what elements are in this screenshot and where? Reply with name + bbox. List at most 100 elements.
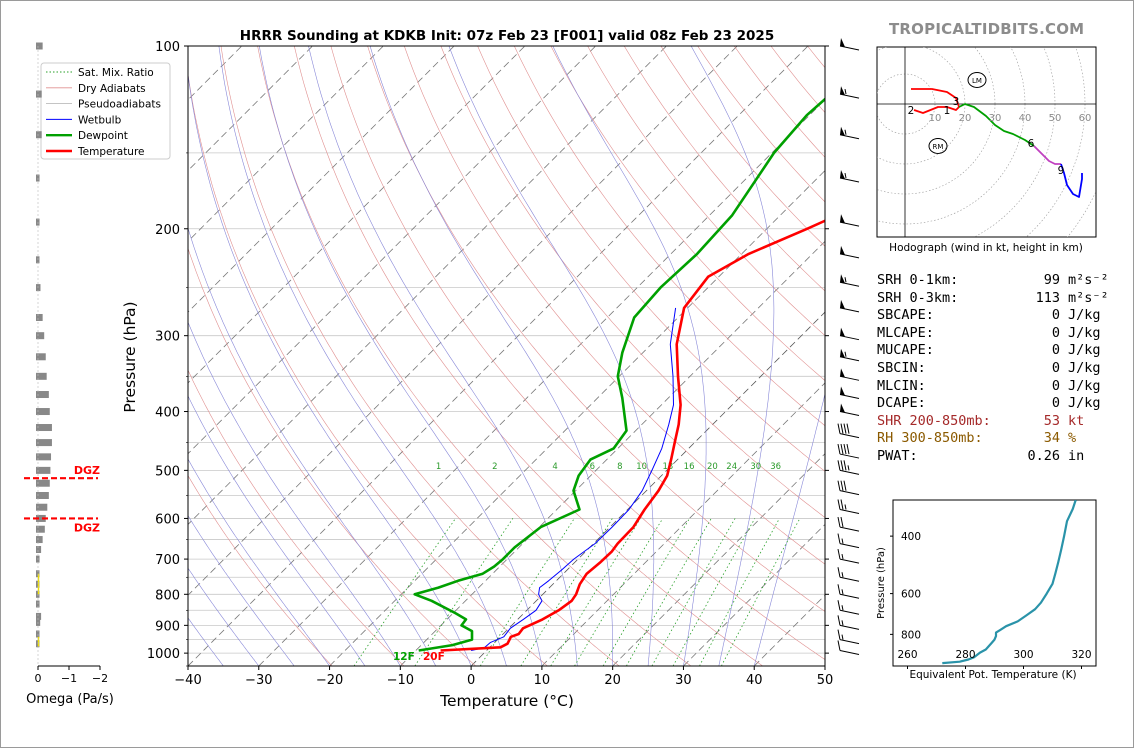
wind-barb bbox=[837, 548, 860, 564]
omega-ticks: 0 −1 −2 bbox=[35, 666, 108, 685]
wind-barb-staff bbox=[839, 639, 860, 645]
wind-barb-staff bbox=[839, 134, 860, 140]
wind-barb-flag bbox=[840, 423, 844, 434]
legend-box bbox=[40, 62, 171, 160]
dgz-label: DGZ bbox=[74, 521, 100, 534]
hodograph-caption: Hodograph (wind in kt, height in km) bbox=[889, 242, 1083, 254]
wind-barb-pennant bbox=[840, 368, 845, 378]
wind-barb-pennant bbox=[840, 348, 845, 358]
dry-adiabat bbox=[477, 46, 825, 472]
hodograph-height-label: 6 bbox=[1028, 138, 1035, 150]
wind-barb-flag bbox=[843, 443, 847, 455]
storm-motion-label: RM bbox=[933, 143, 944, 151]
pseudoadiabat bbox=[188, 515, 295, 666]
dry-adiabat bbox=[440, 46, 825, 518]
isotherm-line bbox=[188, 46, 738, 596]
stat-unit: kt bbox=[1068, 412, 1085, 429]
x-tick-label: −40 bbox=[174, 673, 201, 688]
y-tick-label: 1000 bbox=[147, 647, 180, 662]
hodograph-height-label: 1 bbox=[944, 105, 951, 117]
wind-barb-staff bbox=[839, 490, 860, 496]
dry-adiabat bbox=[367, 46, 825, 612]
wind-barb-flag bbox=[840, 460, 844, 471]
stat-row: SHR 200-850mb: 53 kt bbox=[877, 413, 1109, 431]
y-tick-label: 100 bbox=[155, 40, 180, 55]
stat-label: SHR 200-850mb: bbox=[877, 412, 991, 429]
dgz-markers: DGZ DGZ bbox=[24, 464, 100, 534]
x-tick-label: −20 bbox=[316, 673, 343, 688]
omega-bar bbox=[36, 408, 50, 416]
wind-barb-half bbox=[847, 465, 850, 471]
mixing-ratio-line bbox=[651, 518, 736, 666]
theta-e-x-tick-label: 260 bbox=[897, 649, 917, 661]
wind-barb-flag bbox=[843, 480, 847, 491]
stat-unit: m²s⁻² bbox=[1068, 272, 1109, 288]
omega-bar bbox=[36, 492, 49, 500]
wind-barb-staff bbox=[839, 509, 860, 514]
stat-value: 0.26 bbox=[1027, 447, 1060, 464]
pseudoadiabat bbox=[188, 395, 366, 666]
pseudoadiabat bbox=[690, 46, 775, 666]
wind-barb-flag bbox=[837, 600, 841, 611]
mixing-ratio-line bbox=[520, 518, 613, 666]
dry-adiabat bbox=[188, 72, 548, 666]
wind-barb-flag bbox=[843, 423, 847, 434]
hodograph-ring-label: 10 bbox=[929, 113, 942, 124]
hodograph-segment bbox=[958, 103, 1035, 147]
storm-motion-marker bbox=[967, 72, 987, 88]
wind-barb-staff bbox=[839, 453, 860, 459]
wind-barb-flag bbox=[837, 548, 841, 560]
isotherm-line bbox=[470, 311, 825, 666]
surface-temperature-label: 20F bbox=[423, 651, 445, 663]
mixing-ratio-line bbox=[626, 518, 712, 666]
stat-value: 0 bbox=[1051, 307, 1060, 324]
mixing-ratio-line bbox=[721, 518, 801, 666]
wind-barb-half bbox=[844, 504, 847, 510]
stat-row: SBCAPE: 0 J/kg bbox=[877, 307, 1109, 325]
skew-t-axes-frame bbox=[187, 45, 826, 667]
theta-e-y-tick-label: 800 bbox=[901, 629, 921, 641]
omega-bar bbox=[36, 545, 42, 553]
skew-t-series bbox=[413, 97, 825, 652]
wind-barb-flag bbox=[837, 460, 841, 471]
wind-barb-staff bbox=[839, 593, 860, 599]
wind-barb bbox=[837, 640, 860, 655]
stat-label: RH 300-850mb: bbox=[877, 430, 983, 447]
wind-barb bbox=[839, 386, 860, 400]
wind-barb bbox=[837, 629, 860, 645]
y-tick-label: 700 bbox=[155, 553, 180, 568]
omega-tick-label: −1 bbox=[61, 672, 77, 685]
x-tick-label: 10 bbox=[534, 673, 551, 688]
hodograph-height-label: 9 bbox=[1058, 165, 1065, 177]
isotherm-line bbox=[612, 453, 825, 666]
stat-value: 113 bbox=[1035, 289, 1060, 306]
wind-barb-flag bbox=[837, 499, 841, 510]
mixing-ratio-label: 8 bbox=[617, 462, 622, 472]
wind-barb-pennant bbox=[840, 299, 845, 309]
theta-e-x-tick-label: 280 bbox=[955, 649, 975, 661]
pseudoadiabat bbox=[259, 46, 543, 666]
mixing-ratio-label: 2 bbox=[492, 462, 497, 472]
wind-barb-staff bbox=[839, 221, 860, 227]
wind-barb-half bbox=[844, 88, 847, 95]
wind-barb-staff bbox=[839, 253, 860, 259]
omega-bar bbox=[36, 131, 42, 139]
theta-e-curve bbox=[942, 500, 1077, 665]
wind-barb-half bbox=[841, 572, 844, 578]
wind-barb-staff bbox=[839, 356, 860, 362]
wind-barb-flag bbox=[837, 423, 841, 434]
stat-row: RH 300-850mb: 34% bbox=[877, 430, 1109, 448]
omega-bar bbox=[36, 479, 50, 487]
wind-barb-pennant bbox=[840, 327, 845, 337]
skew-t-plot: 1 2 4 6 8 10 13 16 20 24 30 36 −40 −30 −20 −10 0 10 20 30 4… bbox=[147, 40, 833, 688]
isotherm-line bbox=[188, 46, 526, 384]
hodograph-ring-label: 50 bbox=[1049, 113, 1062, 124]
wind-barb bbox=[839, 299, 860, 313]
hodograph-height-label: 3 bbox=[953, 96, 960, 108]
omega-bar bbox=[36, 466, 51, 474]
x-tick-label: 20 bbox=[604, 673, 621, 688]
wind-barb-staff bbox=[839, 281, 860, 287]
legend-entry: Dewpoint bbox=[78, 130, 128, 142]
hodograph-segment bbox=[911, 88, 960, 114]
